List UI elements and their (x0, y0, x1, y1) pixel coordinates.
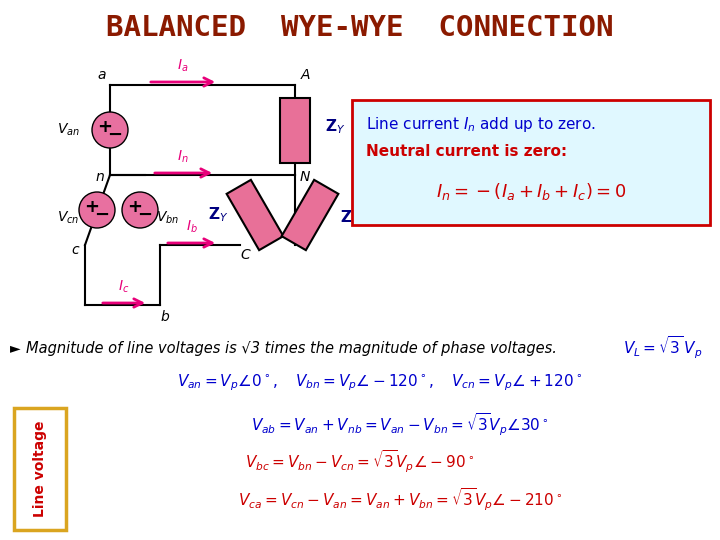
Text: N: N (300, 170, 310, 184)
Text: ►: ► (10, 341, 21, 355)
Text: c: c (71, 243, 78, 257)
Circle shape (92, 112, 128, 148)
Text: Line voltage: Line voltage (33, 421, 47, 517)
Text: Neutral current is zero:: Neutral current is zero: (366, 145, 567, 159)
Text: C: C (240, 248, 250, 262)
Text: $V_{bc} = V_{bn} - V_{cn} = \sqrt{3}V_p\angle -90^\circ$: $V_{bc} = V_{bn} - V_{cn} = \sqrt{3}V_p\… (246, 449, 474, 475)
Text: n: n (96, 170, 104, 184)
Text: BALANCED  WYE-WYE  CONNECTION: BALANCED WYE-WYE CONNECTION (107, 14, 613, 42)
Text: $V_{an}$: $V_{an}$ (57, 122, 79, 138)
FancyBboxPatch shape (352, 100, 710, 225)
Text: +: + (97, 118, 112, 136)
Text: $V_{bn}$: $V_{bn}$ (156, 210, 179, 226)
Text: $\mathbf{Z}_Y$: $\mathbf{Z}_Y$ (207, 206, 228, 224)
Text: $\mathbf{Z}_Y$: $\mathbf{Z}_Y$ (325, 118, 346, 137)
Circle shape (122, 192, 158, 228)
Text: $I_n$: $I_n$ (177, 149, 189, 165)
Text: $V_{cn}$: $V_{cn}$ (57, 210, 79, 226)
Polygon shape (282, 180, 338, 250)
Text: a: a (98, 68, 107, 82)
Text: −: − (94, 206, 109, 224)
Text: $I_n= -(I_a+ I_b+ I_c)= 0$: $I_n= -(I_a+ I_b+ I_c)= 0$ (436, 181, 626, 202)
Text: $\mathbf{Z}_Y$: $\mathbf{Z}_Y$ (340, 208, 361, 227)
Text: −: − (107, 126, 122, 144)
Text: $V_L= \sqrt{3}\, V_p$: $V_L= \sqrt{3}\, V_p$ (623, 335, 703, 361)
Text: A: A (300, 68, 310, 82)
Polygon shape (280, 98, 310, 163)
Text: $I_a$: $I_a$ (177, 58, 189, 75)
Text: Magnitude of line voltages is √3 times the magnitude of phase voltages.: Magnitude of line voltages is √3 times t… (26, 341, 557, 355)
Text: $V_{ca} = V_{cn} - V_{an} = V_{an} + V_{bn} = \sqrt{3}V_p\angle -210^\circ$: $V_{ca} = V_{cn} - V_{an} = V_{an} + V_{… (238, 487, 562, 513)
Text: $I_b$: $I_b$ (186, 219, 198, 235)
Text: +: + (127, 198, 143, 216)
Bar (14, 408, 66, 530)
Text: $V_{ab} = V_{an} + V_{nb} = V_{an} - V_{bn} = \sqrt{3}V_p\angle 30^\circ$: $V_{ab} = V_{an} + V_{nb} = V_{an} - V_{… (251, 411, 549, 438)
Text: b: b (161, 310, 169, 324)
Text: −: − (138, 206, 153, 224)
Polygon shape (227, 180, 284, 250)
Circle shape (79, 192, 115, 228)
Text: $I_c$: $I_c$ (118, 279, 130, 295)
Text: +: + (84, 198, 99, 216)
Text: $V_{an} = V_p\angle 0^\circ, \quad V_{bn} = V_p\angle -120^\circ, \quad V_{cn} =: $V_{an} = V_p\angle 0^\circ, \quad V_{bn… (177, 373, 582, 393)
Text: Line current $I_n$ add up to zero.: Line current $I_n$ add up to zero. (366, 114, 595, 133)
